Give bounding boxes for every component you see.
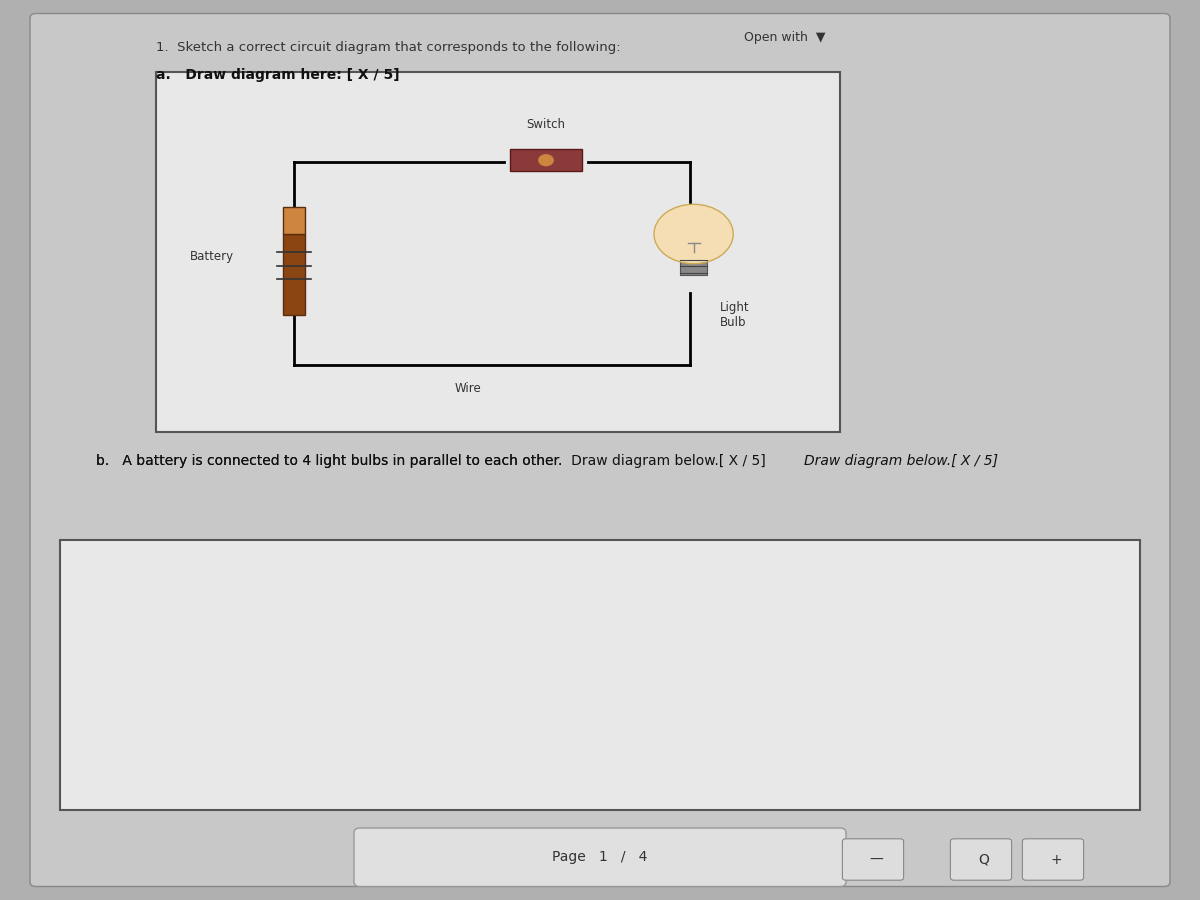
Text: Draw diagram below.[ X / 5]: Draw diagram below.[ X / 5]: [804, 454, 998, 469]
Text: Q: Q: [978, 852, 990, 867]
Circle shape: [539, 155, 553, 166]
Text: b.   A battery is connected to 4 light bulbs in parallel to each other.  Draw di: b. A battery is connected to 4 light bul…: [96, 454, 766, 469]
Text: +: +: [1050, 852, 1062, 867]
Text: Page   1   /   4: Page 1 / 4: [552, 850, 648, 864]
FancyBboxPatch shape: [156, 72, 840, 432]
Text: 1.  Sketch a correct circuit diagram that corresponds to the following:: 1. Sketch a correct circuit diagram that…: [156, 40, 620, 53]
FancyBboxPatch shape: [354, 828, 846, 886]
FancyBboxPatch shape: [60, 540, 1140, 810]
Text: b.   A battery is connected to 4 light bulbs in parallel to each other.: b. A battery is connected to 4 light bul…: [96, 454, 571, 469]
FancyBboxPatch shape: [30, 14, 1170, 886]
Circle shape: [654, 204, 733, 264]
FancyBboxPatch shape: [510, 148, 582, 171]
FancyBboxPatch shape: [283, 234, 305, 315]
FancyBboxPatch shape: [680, 248, 707, 274]
Text: Switch: Switch: [527, 118, 565, 130]
FancyBboxPatch shape: [283, 207, 305, 234]
FancyBboxPatch shape: [1022, 839, 1084, 880]
Text: a.   Draw diagram here: [ X / 5]: a. Draw diagram here: [ X / 5]: [156, 68, 400, 82]
FancyBboxPatch shape: [950, 839, 1012, 880]
Text: Open with  ▼: Open with ▼: [744, 32, 826, 44]
Text: —: —: [869, 852, 883, 867]
Text: Light
Bulb: Light Bulb: [720, 302, 750, 329]
FancyBboxPatch shape: [842, 839, 904, 880]
Text: Battery: Battery: [190, 250, 234, 263]
Text: Wire: Wire: [455, 382, 481, 395]
